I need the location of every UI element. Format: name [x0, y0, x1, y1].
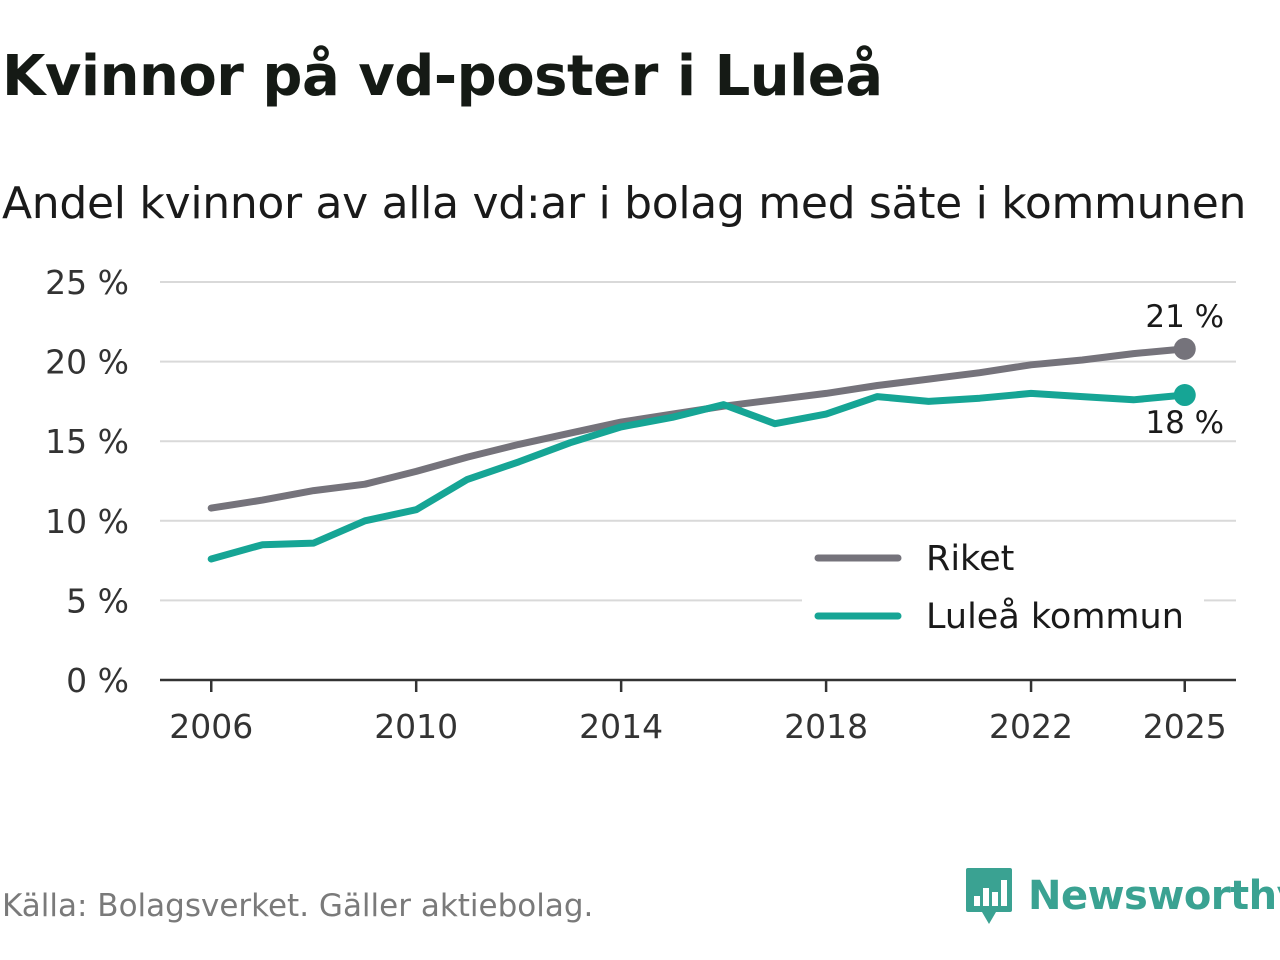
x-tick-label: 2010: [374, 707, 458, 746]
line-chart: 0 %5 %10 %15 %20 %25 % 2006 2010 2014 2018 2…: [45, 263, 1236, 746]
end-value-label: 21 %: [1145, 299, 1224, 335]
legend-background: [802, 528, 1204, 646]
series-line-lulea: [207, 389, 1189, 563]
series-lines: [207, 337, 1196, 563]
y-tick-label: 0 %: [66, 661, 129, 700]
x-tick-label: 2006: [169, 707, 253, 746]
end-value-label: 18 %: [1145, 405, 1224, 441]
x-tick-label: 2018: [784, 707, 868, 746]
chart-title: Kvinnor på vd-poster i Luleå: [2, 44, 883, 109]
newsworthy-logo-icon: [966, 868, 1012, 924]
y-tick-label: 5 %: [66, 581, 129, 620]
series-line-riket: [207, 345, 1189, 512]
source-note: Källa: Bolagsverket. Gäller aktiebolag.: [2, 888, 594, 924]
brand-logo: Newsworthy: [964, 864, 1280, 928]
y-tick-label: 20 %: [45, 343, 129, 382]
x-tick-label: 2025: [1143, 707, 1227, 746]
y-tick-label: 25 %: [45, 263, 129, 302]
x-axis: 2006 2010 2014 2018 2022 2025: [160, 678, 1236, 746]
y-tick-label: 15 %: [45, 422, 129, 461]
legend-label: Riket: [926, 539, 1014, 579]
end-labels: 21 % 18 %: [1145, 299, 1224, 441]
legend-label: Luleå kommun: [926, 596, 1184, 637]
end-point-marker: [1173, 337, 1196, 360]
end-point-marker: [1173, 384, 1196, 407]
x-tick-label: 2022: [989, 707, 1073, 746]
chart-subtitle: Andel kvinnor av alla vd:ar i bolag med …: [2, 178, 1247, 229]
y-tick-label: 10 %: [45, 502, 129, 541]
brand-name: Newsworthy: [1028, 873, 1280, 919]
legend: Riket Luleå kommun: [802, 528, 1204, 646]
y-axis-ticks: 0 % 5 % 10 % 15 % 20 % 25 %: [45, 263, 129, 700]
x-tick-label: 2014: [579, 707, 663, 746]
